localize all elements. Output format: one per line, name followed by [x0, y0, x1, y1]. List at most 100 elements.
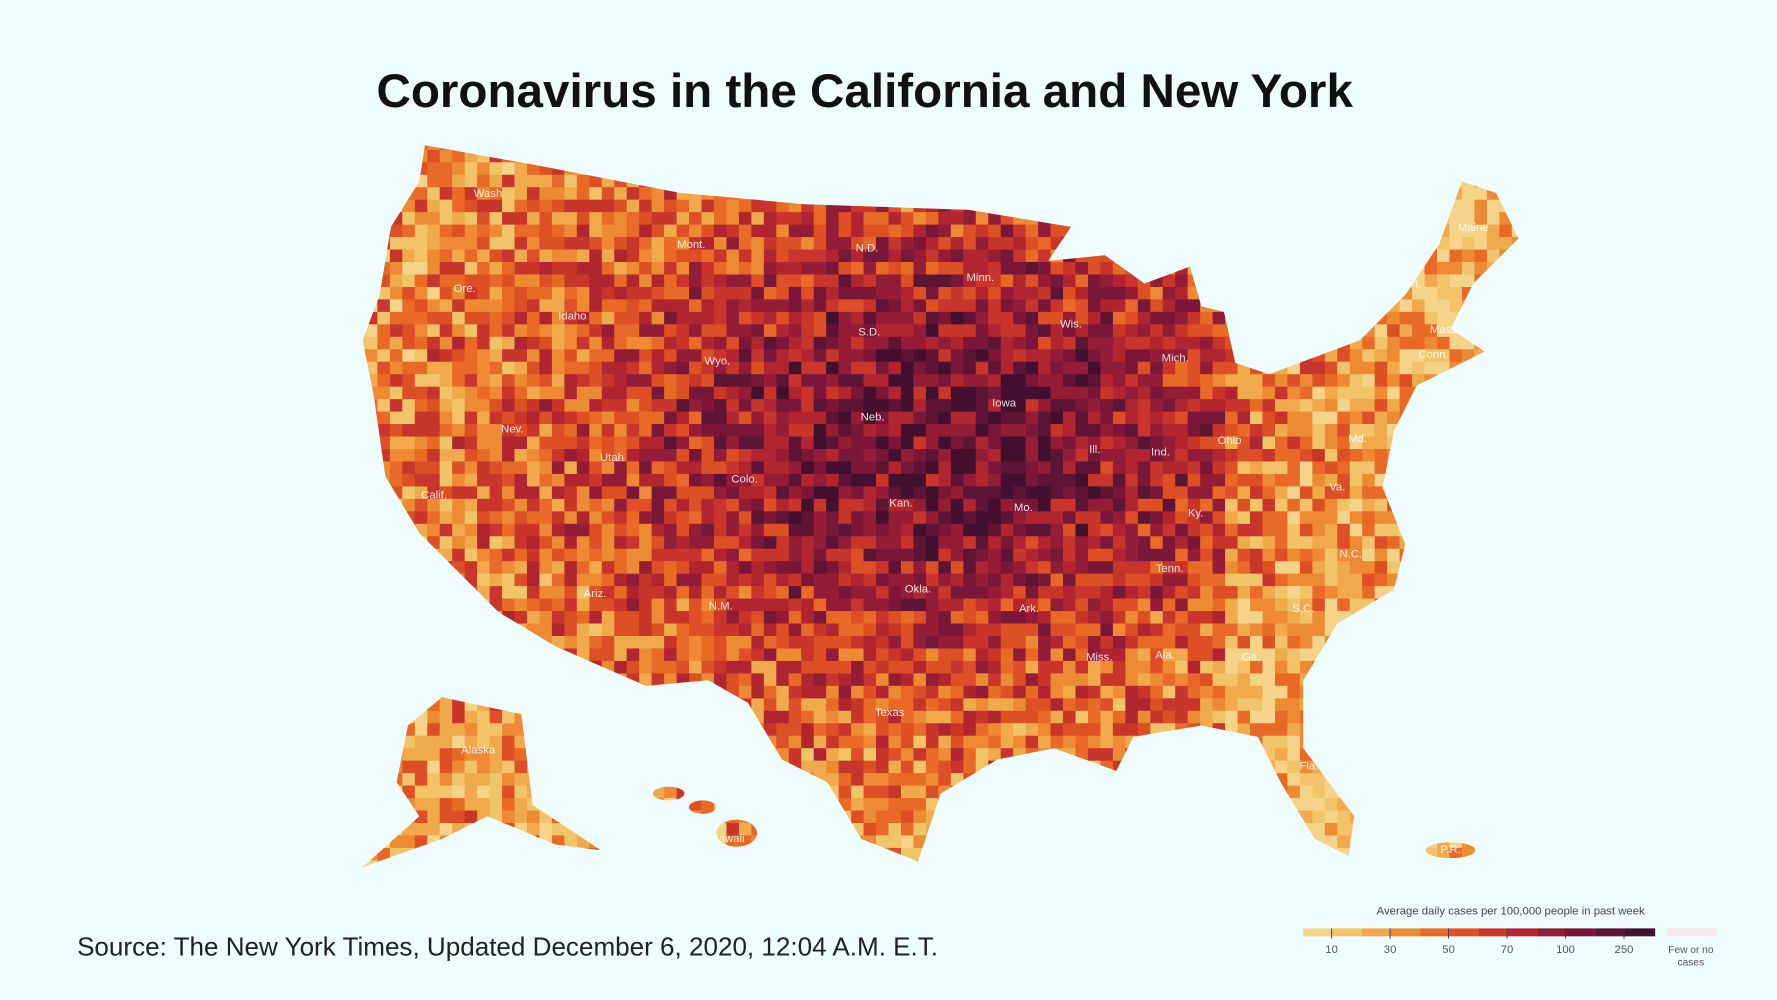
- county: [1362, 361, 1376, 375]
- county: [1524, 362, 1537, 375]
- county: [1225, 486, 1239, 500]
- county: [464, 486, 478, 500]
- county: [913, 212, 927, 226]
- county: [763, 162, 777, 176]
- county: [464, 436, 478, 450]
- county: [1511, 149, 1519, 163]
- county: [1100, 698, 1114, 712]
- county: [364, 249, 378, 263]
- county: [377, 486, 391, 500]
- county: [963, 424, 977, 438]
- county: [1461, 710, 1475, 724]
- county: [439, 349, 453, 363]
- county: [963, 561, 977, 575]
- county: [925, 299, 939, 313]
- county: [738, 635, 752, 650]
- county: [1449, 399, 1463, 413]
- county: [1399, 611, 1413, 625]
- county: [801, 685, 815, 699]
- county: [863, 635, 877, 650]
- county: [863, 548, 877, 562]
- county: [389, 760, 403, 774]
- county: [639, 311, 653, 325]
- county: [651, 274, 665, 288]
- county: [1424, 145, 1438, 151]
- county: [1374, 586, 1388, 600]
- county: [427, 760, 441, 774]
- county: [776, 436, 790, 450]
- county: [1000, 411, 1014, 425]
- county: [589, 361, 603, 375]
- county: [1212, 311, 1226, 325]
- county: [464, 473, 478, 487]
- county: [1337, 349, 1351, 363]
- county: [526, 598, 541, 612]
- county: [851, 324, 865, 338]
- county: [1250, 573, 1264, 587]
- county: [863, 473, 877, 487]
- county: [514, 685, 528, 699]
- county: [1087, 187, 1101, 201]
- county: [1337, 336, 1351, 350]
- county: [676, 449, 690, 463]
- county: [1000, 286, 1014, 300]
- county: [1324, 311, 1338, 325]
- county: [776, 523, 790, 537]
- county: [1212, 386, 1226, 400]
- county: [1461, 611, 1475, 625]
- county: [863, 561, 877, 575]
- county: [402, 548, 416, 562]
- county: [751, 237, 765, 251]
- county: [626, 461, 640, 475]
- county: [1237, 299, 1251, 313]
- county: [427, 473, 441, 487]
- county: [1349, 498, 1363, 512]
- county: [427, 461, 441, 475]
- county: [888, 723, 902, 737]
- county: [589, 660, 603, 674]
- county: [1262, 735, 1276, 749]
- county: [589, 224, 603, 238]
- county: [551, 349, 565, 363]
- county: [1187, 349, 1201, 363]
- county: [414, 498, 428, 512]
- county: [726, 748, 740, 762]
- county: [689, 349, 703, 363]
- county: [788, 611, 802, 625]
- county: [801, 399, 815, 413]
- county: [364, 498, 378, 512]
- county: [1063, 536, 1077, 550]
- county: [389, 212, 403, 226]
- county: [1262, 174, 1276, 188]
- county: [551, 274, 565, 288]
- county: [1349, 473, 1363, 487]
- county: [1050, 424, 1064, 438]
- county: [776, 598, 790, 612]
- county: [988, 162, 1002, 176]
- county: [576, 710, 590, 724]
- county: [851, 723, 865, 737]
- county: [614, 374, 628, 388]
- county: [1299, 735, 1313, 749]
- county: [639, 623, 653, 637]
- county: [1225, 249, 1239, 263]
- county: [826, 748, 840, 762]
- county: [576, 349, 590, 363]
- county: [1063, 262, 1077, 276]
- county: [1187, 212, 1201, 226]
- county: [439, 187, 453, 201]
- county: [851, 386, 865, 400]
- county: [1274, 145, 1288, 151]
- county: [900, 187, 914, 201]
- county: [377, 773, 391, 787]
- county: [664, 648, 678, 662]
- county: [1399, 237, 1413, 251]
- county: [1075, 187, 1089, 201]
- county: [452, 145, 466, 151]
- county: [1162, 561, 1176, 575]
- county: [1486, 149, 1500, 163]
- county: [863, 237, 877, 251]
- county: [1075, 748, 1089, 762]
- county: [452, 411, 466, 425]
- county: [1187, 561, 1201, 575]
